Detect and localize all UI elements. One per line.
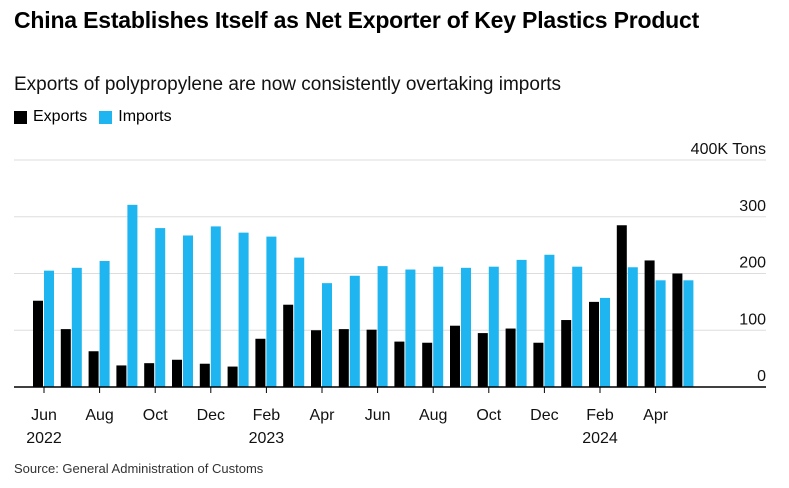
- legend-label-exports: Exports: [33, 108, 88, 125]
- bar-exports-oct-2023: [477, 333, 488, 387]
- x-tick-label-oct: Oct: [476, 407, 501, 424]
- bar-imports-dec-2023: [544, 254, 555, 387]
- bar-exports-may-2023: [338, 329, 349, 387]
- bar-exports-aug-2022: [88, 351, 99, 387]
- bar-imports-mar-2024: [627, 267, 638, 387]
- gridlines: [14, 159, 766, 331]
- legend-swatch-exports: [14, 110, 27, 124]
- x-tick-label-jun: Jun: [31, 407, 57, 424]
- x-tick-label-aug: Aug: [85, 407, 113, 424]
- bar-exports-jun-2022: [33, 300, 43, 387]
- bar-exports-apr-2023: [311, 330, 321, 387]
- x-tick-label-apr: Apr: [643, 407, 669, 424]
- bar-exports-feb-2024: [589, 301, 599, 387]
- bar-exports-sep-2023: [450, 325, 460, 387]
- bar-exports-mar-2023: [283, 304, 294, 387]
- bar-imports-feb-2023: [266, 236, 277, 387]
- x-tick-label-aug: Aug: [419, 407, 447, 424]
- bar-imports-may-2023: [349, 275, 360, 387]
- bar-exports-jan-2023: [227, 366, 238, 387]
- bar-exports-nov-2023: [505, 328, 516, 387]
- bar-exports-nov-2022: [172, 359, 182, 387]
- legend-item-exports: Exports: [14, 107, 87, 127]
- bar-imports-feb-2024: [600, 297, 610, 387]
- bar-exports-dec-2022: [199, 363, 210, 387]
- bar-imports-jan-2024: [572, 266, 583, 387]
- y-tick-label-0: 0: [757, 368, 766, 385]
- y-tick-label-100: 100: [739, 311, 766, 328]
- bar-exports-may-2024: [672, 273, 683, 387]
- x-tick-label-feb: Feb: [586, 407, 614, 424]
- bar-imports-oct-2023: [488, 266, 499, 387]
- bar-exports-apr-2024: [644, 260, 655, 387]
- x-tick-label-feb: Feb: [253, 407, 281, 424]
- bar-imports-jul-2022: [71, 267, 82, 387]
- x-tick-label-dec: Dec: [197, 407, 225, 424]
- bar-imports-nov-2022: [183, 235, 193, 387]
- bar-exports-jul-2023: [394, 341, 405, 387]
- y-tick-label-200: 200: [739, 255, 766, 272]
- bar-exports-jul-2022: [60, 329, 71, 387]
- bar-imports-sep-2022: [127, 204, 138, 387]
- bar-exports-oct-2022: [144, 363, 155, 387]
- source-note: Source: General Administration of Custom…: [14, 461, 264, 476]
- bar-imports-apr-2023: [322, 283, 332, 387]
- bar-exports-jan-2024: [561, 320, 572, 387]
- bar-imports-dec-2022: [210, 226, 221, 387]
- y-tick-label-300: 300: [739, 198, 766, 215]
- bar-exports-aug-2023: [422, 342, 433, 387]
- bar-imports-nov-2023: [516, 259, 527, 387]
- bar-imports-sep-2023: [461, 267, 471, 387]
- x-tick-year-2022: 2022: [26, 430, 62, 447]
- axes: 0 100 200 300 400K Tons Jun 2022 Aug Oct Dec Feb 20…: [14, 141, 766, 447]
- bar-exports-sep-2022: [116, 365, 127, 387]
- bar-imports-jun-2023: [377, 266, 388, 387]
- bar-imports-jul-2023: [405, 269, 416, 387]
- x-tick-label-apr: Apr: [310, 407, 336, 424]
- chart-title: China Establishes Itself as Net Exporter…: [14, 7, 700, 33]
- bars: [33, 204, 694, 387]
- bar-imports-jan-2023: [238, 232, 249, 387]
- chart-subtitle: Exports of polypropylene are now consist…: [14, 74, 562, 95]
- bar-imports-may-2024: [683, 280, 694, 387]
- bar-exports-mar-2024: [616, 225, 627, 387]
- x-tick-label-jun: Jun: [365, 407, 391, 424]
- y-tick-label-400: 400K Tons: [691, 141, 766, 158]
- legend-label-imports: Imports: [118, 108, 172, 125]
- legend-item-imports: Imports: [99, 107, 172, 127]
- x-tick-label-dec: Dec: [530, 407, 558, 424]
- legend-swatch-imports: [99, 110, 113, 124]
- bar-imports-oct-2022: [155, 228, 166, 387]
- x-tick-label-oct: Oct: [143, 407, 168, 424]
- x-tick-year-2024: 2024: [582, 430, 618, 447]
- bar-exports-dec-2023: [533, 342, 544, 387]
- legend: Exports Imports: [14, 107, 184, 127]
- bar-imports-jun-2022: [44, 270, 54, 387]
- bar-imports-aug-2022: [99, 261, 110, 387]
- bar-exports-feb-2023: [255, 338, 266, 387]
- bar-exports-jun-2023: [366, 329, 377, 387]
- bar-imports-apr-2024: [655, 280, 666, 387]
- bar-imports-mar-2023: [294, 257, 305, 387]
- bar-imports-aug-2023: [433, 266, 444, 387]
- x-tick-year-2023: 2023: [249, 430, 285, 447]
